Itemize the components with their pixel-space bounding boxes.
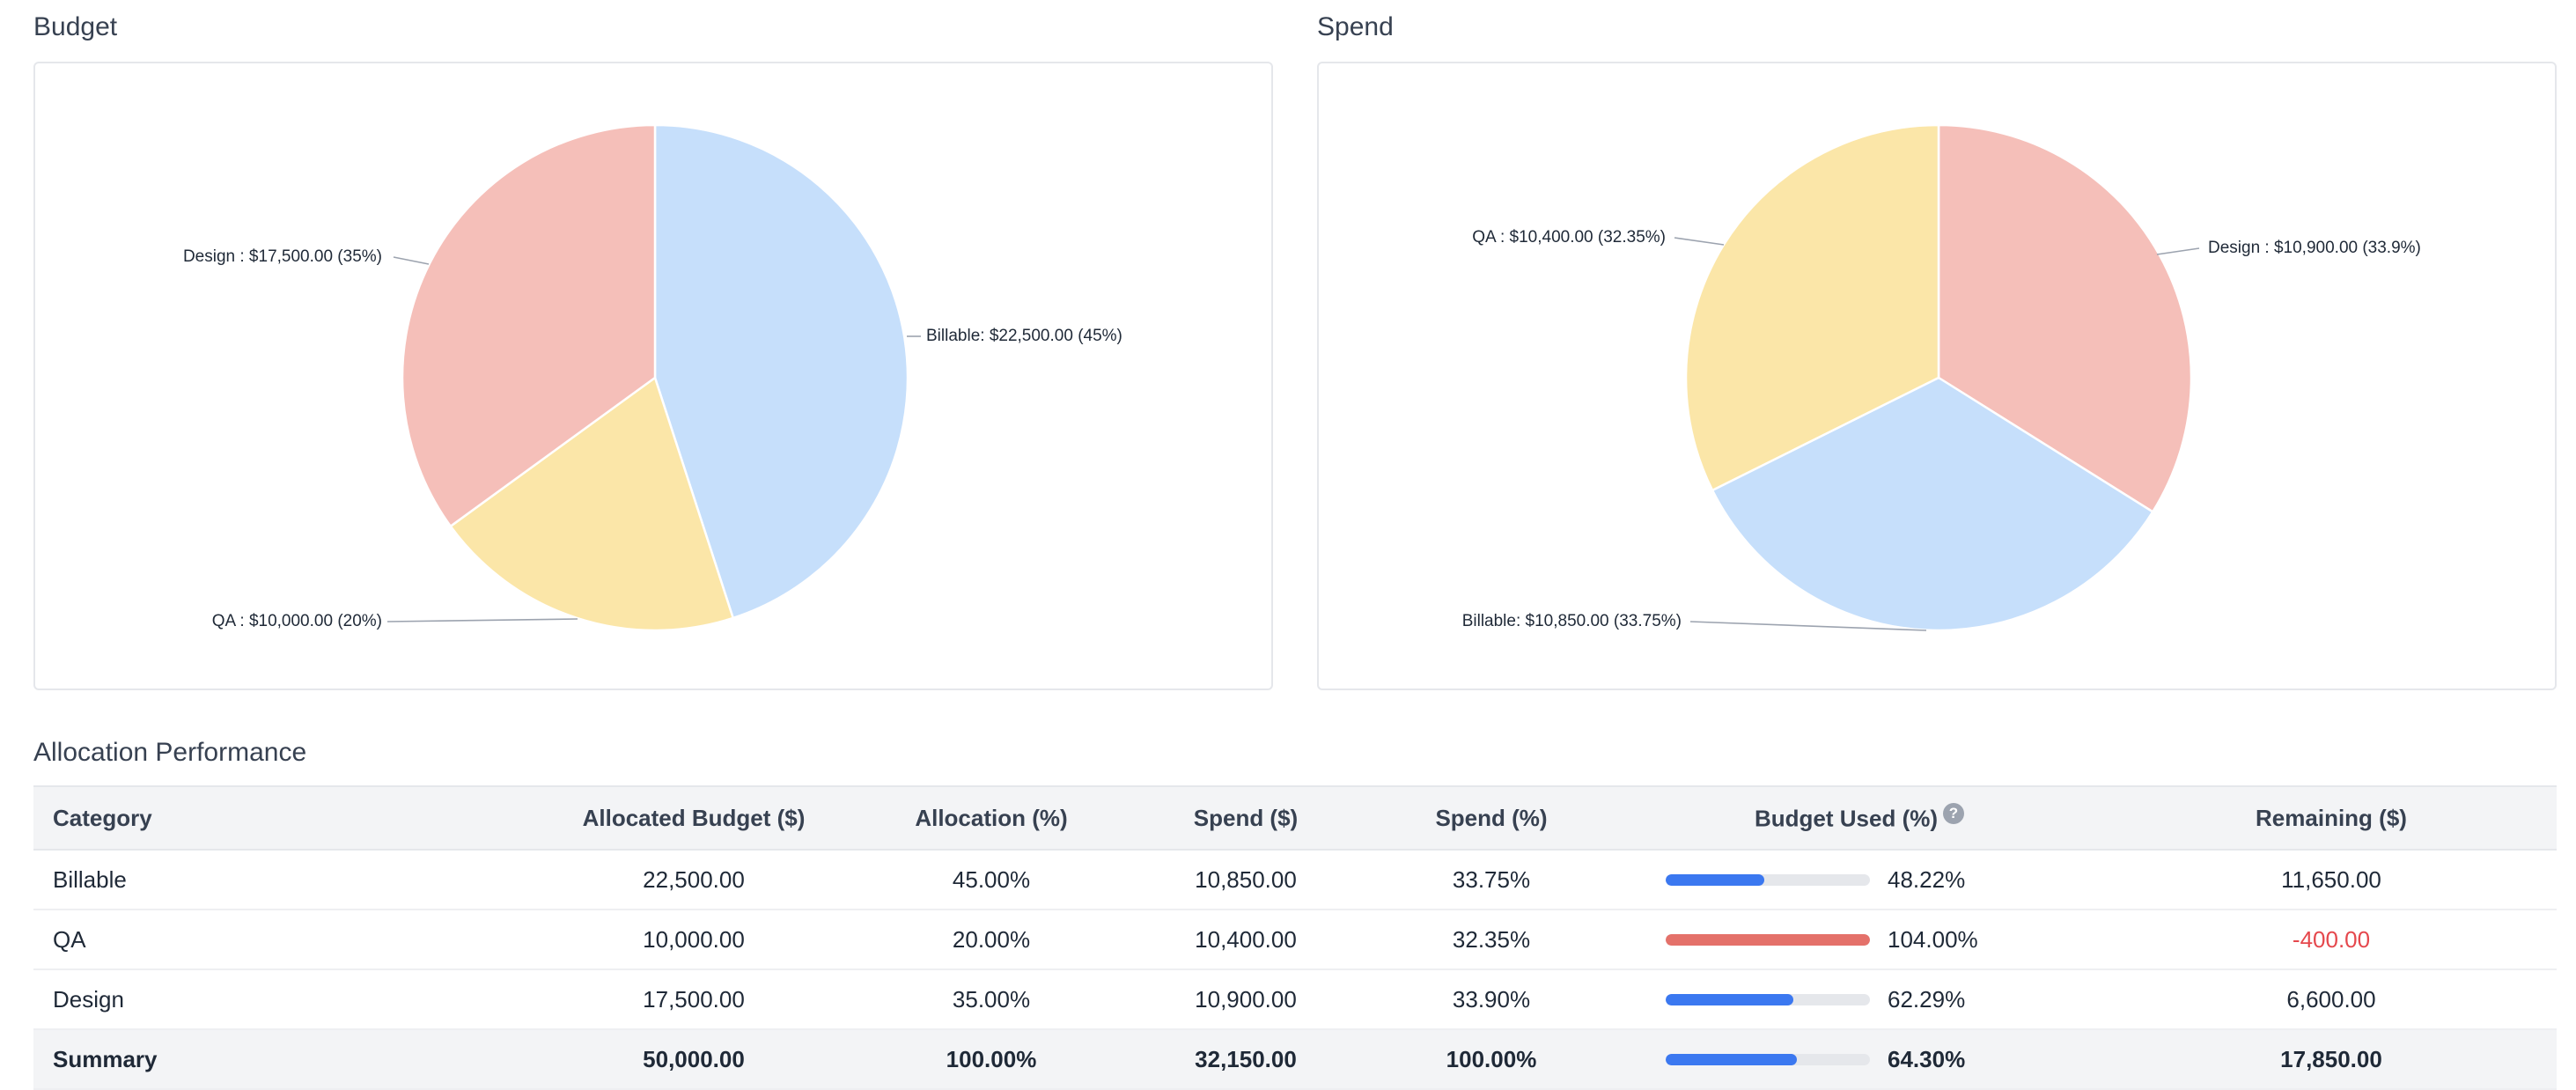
category-cell: Summary <box>33 1028 526 1090</box>
allocation-performance-title: Allocation Performance <box>33 738 307 767</box>
spend-cell: 32,150.00 <box>1122 1028 1370 1090</box>
header-category[interactable]: Category <box>33 785 526 851</box>
budget-used-bar <box>1666 873 1870 886</box>
spend-cell: 10,900.00 <box>1122 969 1370 1030</box>
header-spend-pct[interactable]: Spend (%) <box>1370 785 1613 851</box>
spend-pct-cell: 100.00% <box>1370 1028 1613 1090</box>
spend-leader-billable <box>1689 621 1927 631</box>
remaining-cell: 6,600.00 <box>2106 969 2557 1030</box>
spend-pie-chart: Design : $10,900.00 (33.9%) Billable: $10… <box>1462 123 2421 632</box>
spend-label-qa: QA : $10,400.00 (32.35%) <box>1472 228 1666 247</box>
spend-chart-card: Design : $10,900.00 (33.9%) Billable: $10… <box>1317 62 2557 690</box>
table-row: Design 17,500.00 35.00% 10,900.00 33.90% 62.2… <box>33 969 2557 1030</box>
allocation-pct-cell: 20.00% <box>861 910 1122 970</box>
category-cell: Billable <box>33 850 526 910</box>
spend-leader-design <box>2156 247 2200 255</box>
budget-used-bar <box>1666 1053 1870 1065</box>
spend-leader-qa <box>1674 237 1725 246</box>
budget-used-cell: 64.30% <box>1613 1028 2106 1090</box>
header-budget-used-label: Budget Used (%) <box>1755 805 1938 832</box>
spend-label-design: Design : $10,900.00 (33.9%) <box>2208 239 2421 257</box>
budget-slice-qa[interactable] <box>449 375 735 632</box>
help-icon[interactable]: ? <box>1943 803 1964 825</box>
table-summary-row: Summary 50,000.00 100.00% 32,150.00 100.00% 6… <box>33 1028 2557 1090</box>
spend-slice-design[interactable] <box>1937 123 2193 514</box>
budget-chart-card: Billable: $22,500.00 (45%) QA : $10,000.0… <box>33 62 1273 690</box>
allocation-table: Category Allocated Budget ($) Allocation… <box>33 785 2557 1090</box>
budget-used-cell: 48.22% <box>1613 850 2106 910</box>
budget-used-bar-fill <box>1666 933 1870 946</box>
budget-used-bar-fill <box>1666 873 1764 886</box>
table-row: QA 10,000.00 20.00% 10,400.00 32.35% 104.00% -… <box>33 910 2557 970</box>
spend-pct-cell: 33.90% <box>1370 969 1613 1030</box>
budget-leader-qa <box>386 618 578 622</box>
budget-label-design: Design : $17,500.00 (35%) <box>183 247 382 266</box>
spend-label-billable: Billable: $10,850.00 (33.75%) <box>1462 612 1682 630</box>
header-remaining[interactable]: Remaining ($) <box>2106 785 2557 851</box>
allocated-budget-cell: 10,000.00 <box>526 910 861 970</box>
header-allocated-budget[interactable]: Allocated Budget ($) <box>526 785 861 851</box>
remaining-cell: -400.00 <box>2106 910 2557 970</box>
allocation-pct-cell: 45.00% <box>861 850 1122 910</box>
budget-used-bar <box>1666 933 1870 946</box>
budget-label-billable: Billable: $22,500.00 (45%) <box>926 327 1122 345</box>
spend-pct-cell: 33.75% <box>1370 850 1613 910</box>
remaining-cell: 11,650.00 <box>2106 850 2557 910</box>
budget-slice-design[interactable] <box>401 123 657 528</box>
budget-used-cell: 62.29% <box>1613 969 2106 1030</box>
budget-pie-chart: Billable: $22,500.00 (45%) QA : $10,000.0… <box>183 123 1122 632</box>
remaining-cell: 17,850.00 <box>2106 1028 2557 1090</box>
header-budget-used[interactable]: Budget Used (%)? <box>1613 785 2106 851</box>
spend-cell: 10,850.00 <box>1122 850 1370 910</box>
category-cell: Design <box>33 969 526 1030</box>
category-cell: QA <box>33 910 526 970</box>
allocated-budget-cell: 22,500.00 <box>526 850 861 910</box>
table-row: Billable 22,500.00 45.00% 10,850.00 33.75% 48… <box>33 850 2557 910</box>
header-spend[interactable]: Spend ($) <box>1122 785 1370 851</box>
allocated-budget-cell: 17,500.00 <box>526 969 861 1030</box>
budget-used-bar <box>1666 993 1870 1005</box>
budget-used-value: 62.29% <box>1888 985 1966 1013</box>
table-header-row: Category Allocated Budget ($) Allocation… <box>33 785 2557 851</box>
budget-used-cell: 104.00% <box>1613 910 2106 970</box>
budget-used-bar-fill <box>1666 1053 1798 1065</box>
budget-used-value: 64.30% <box>1888 1045 1966 1072</box>
budget-used-value: 48.22% <box>1888 865 1966 893</box>
header-allocation-pct[interactable]: Allocation (%) <box>861 785 1122 851</box>
allocation-table-wrapper: Category Allocated Budget ($) Allocation… <box>33 785 2557 1090</box>
budget-used-value: 104.00% <box>1888 925 1978 953</box>
budget-slice-billable[interactable] <box>653 123 909 620</box>
budget-used-bar-fill <box>1666 993 1793 1005</box>
spend-pct-cell: 32.35% <box>1370 910 1613 970</box>
budget-label-qa: QA : $10,000.00 (20%) <box>212 612 382 630</box>
allocated-budget-cell: 50,000.00 <box>526 1028 861 1090</box>
allocation-pct-cell: 35.00% <box>861 969 1122 1030</box>
budget-leader-design <box>393 256 430 265</box>
spend-cell: 10,400.00 <box>1122 910 1370 970</box>
spend-chart-title: Spend <box>1317 12 1394 41</box>
budget-chart-title: Budget <box>33 12 118 41</box>
allocation-pct-cell: 100.00% <box>861 1028 1122 1090</box>
